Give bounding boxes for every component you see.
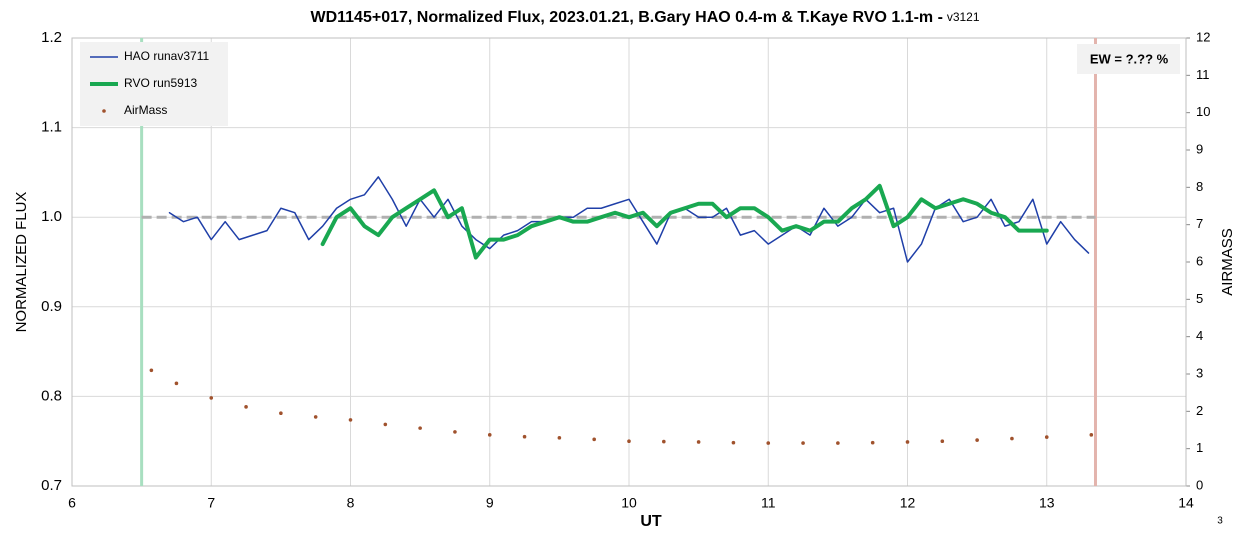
airmass-point [836,441,840,445]
x-tick-label: 14 [1178,495,1194,511]
x-tick-label: 8 [347,495,355,511]
y-tick-label: 1.2 [41,29,62,46]
airmass-point [975,438,979,442]
y-tick-label: 1.0 [41,208,62,225]
airmass-point [801,441,805,445]
y-tick-label: 0.7 [41,477,62,494]
x-tick-label: 6 [68,495,76,511]
legend-label: AirMass [124,103,167,117]
legend-label: RVO run5913 [124,76,197,90]
y-tick-label: 0.8 [41,387,62,404]
x-axis-label: UT [640,513,662,530]
airmass-point [1089,433,1094,437]
airmass-point [453,430,457,434]
y2-axis-label: AIRMASS [1219,228,1236,296]
airmass-point [279,411,283,416]
y2-tick-label: 0 [1196,477,1203,492]
x-tick-label: 13 [1039,495,1055,511]
annotation: EW = ?.?? % [1090,51,1169,66]
airmass-point [244,405,248,409]
y2-tick-label: 12 [1196,29,1210,44]
x-tick-label: 7 [207,495,215,511]
legend-swatch [102,109,106,113]
y2-tick-label: 7 [1196,216,1203,231]
y-tick-label: 0.9 [41,298,62,315]
airmass-point [940,439,945,444]
airmass-point [418,426,422,430]
airmass-point [592,437,596,442]
airmass-point [557,436,562,440]
airmass-point [1010,436,1014,441]
plot-frame [71,37,1187,487]
page-number: 3 [1217,516,1223,527]
y2-tick-label: 6 [1196,253,1203,268]
airmass-point [522,434,527,439]
legend-label: HAO runav3711 [124,49,209,63]
airmass-point [662,439,666,444]
series-line [320,183,1049,260]
title-main: WD1145+017, Normalized Flux, 2023.01.21,… [310,9,942,26]
y2-tick-label: 1 [1196,440,1203,455]
x-tick-label: 10 [621,495,637,511]
y-axis-label: NORMALIZED FLUX [13,192,30,333]
airmass-point [348,418,353,422]
airmass-point [627,439,631,444]
y2-tick-label: 11 [1196,67,1210,82]
y2-tick-label: 8 [1196,179,1203,194]
airmass-point [870,440,875,445]
airmass-point [383,422,388,427]
airmass-point [1044,435,1049,439]
x-tick-label: 12 [900,495,916,511]
airmass-point [487,433,492,437]
y2-tick-label: 3 [1196,365,1203,380]
x-tick-label: 11 [761,495,776,511]
y2-tick-label: 4 [1196,328,1203,343]
airmass-point [731,440,736,445]
airmass-point [905,440,910,444]
airmass-point [313,415,318,419]
y-tick-label: 1.1 [41,119,62,136]
y2-tick-label: 10 [1196,104,1210,119]
y2-tick-label: 5 [1196,291,1203,306]
title-version: v3121 [947,10,980,24]
y2-tick-label: 9 [1196,141,1203,156]
airmass-point [766,441,771,445]
chart-title: WD1145+017, Normalized Flux, 2023.01.21,… [310,9,979,27]
airmass-point [174,381,179,386]
x-tick-label: 9 [486,495,494,511]
annotation-box [1077,44,1180,74]
airmass-point [209,396,214,400]
y2-tick-label: 2 [1196,403,1203,418]
airmass-point [149,368,154,373]
airmass-point [696,440,701,444]
